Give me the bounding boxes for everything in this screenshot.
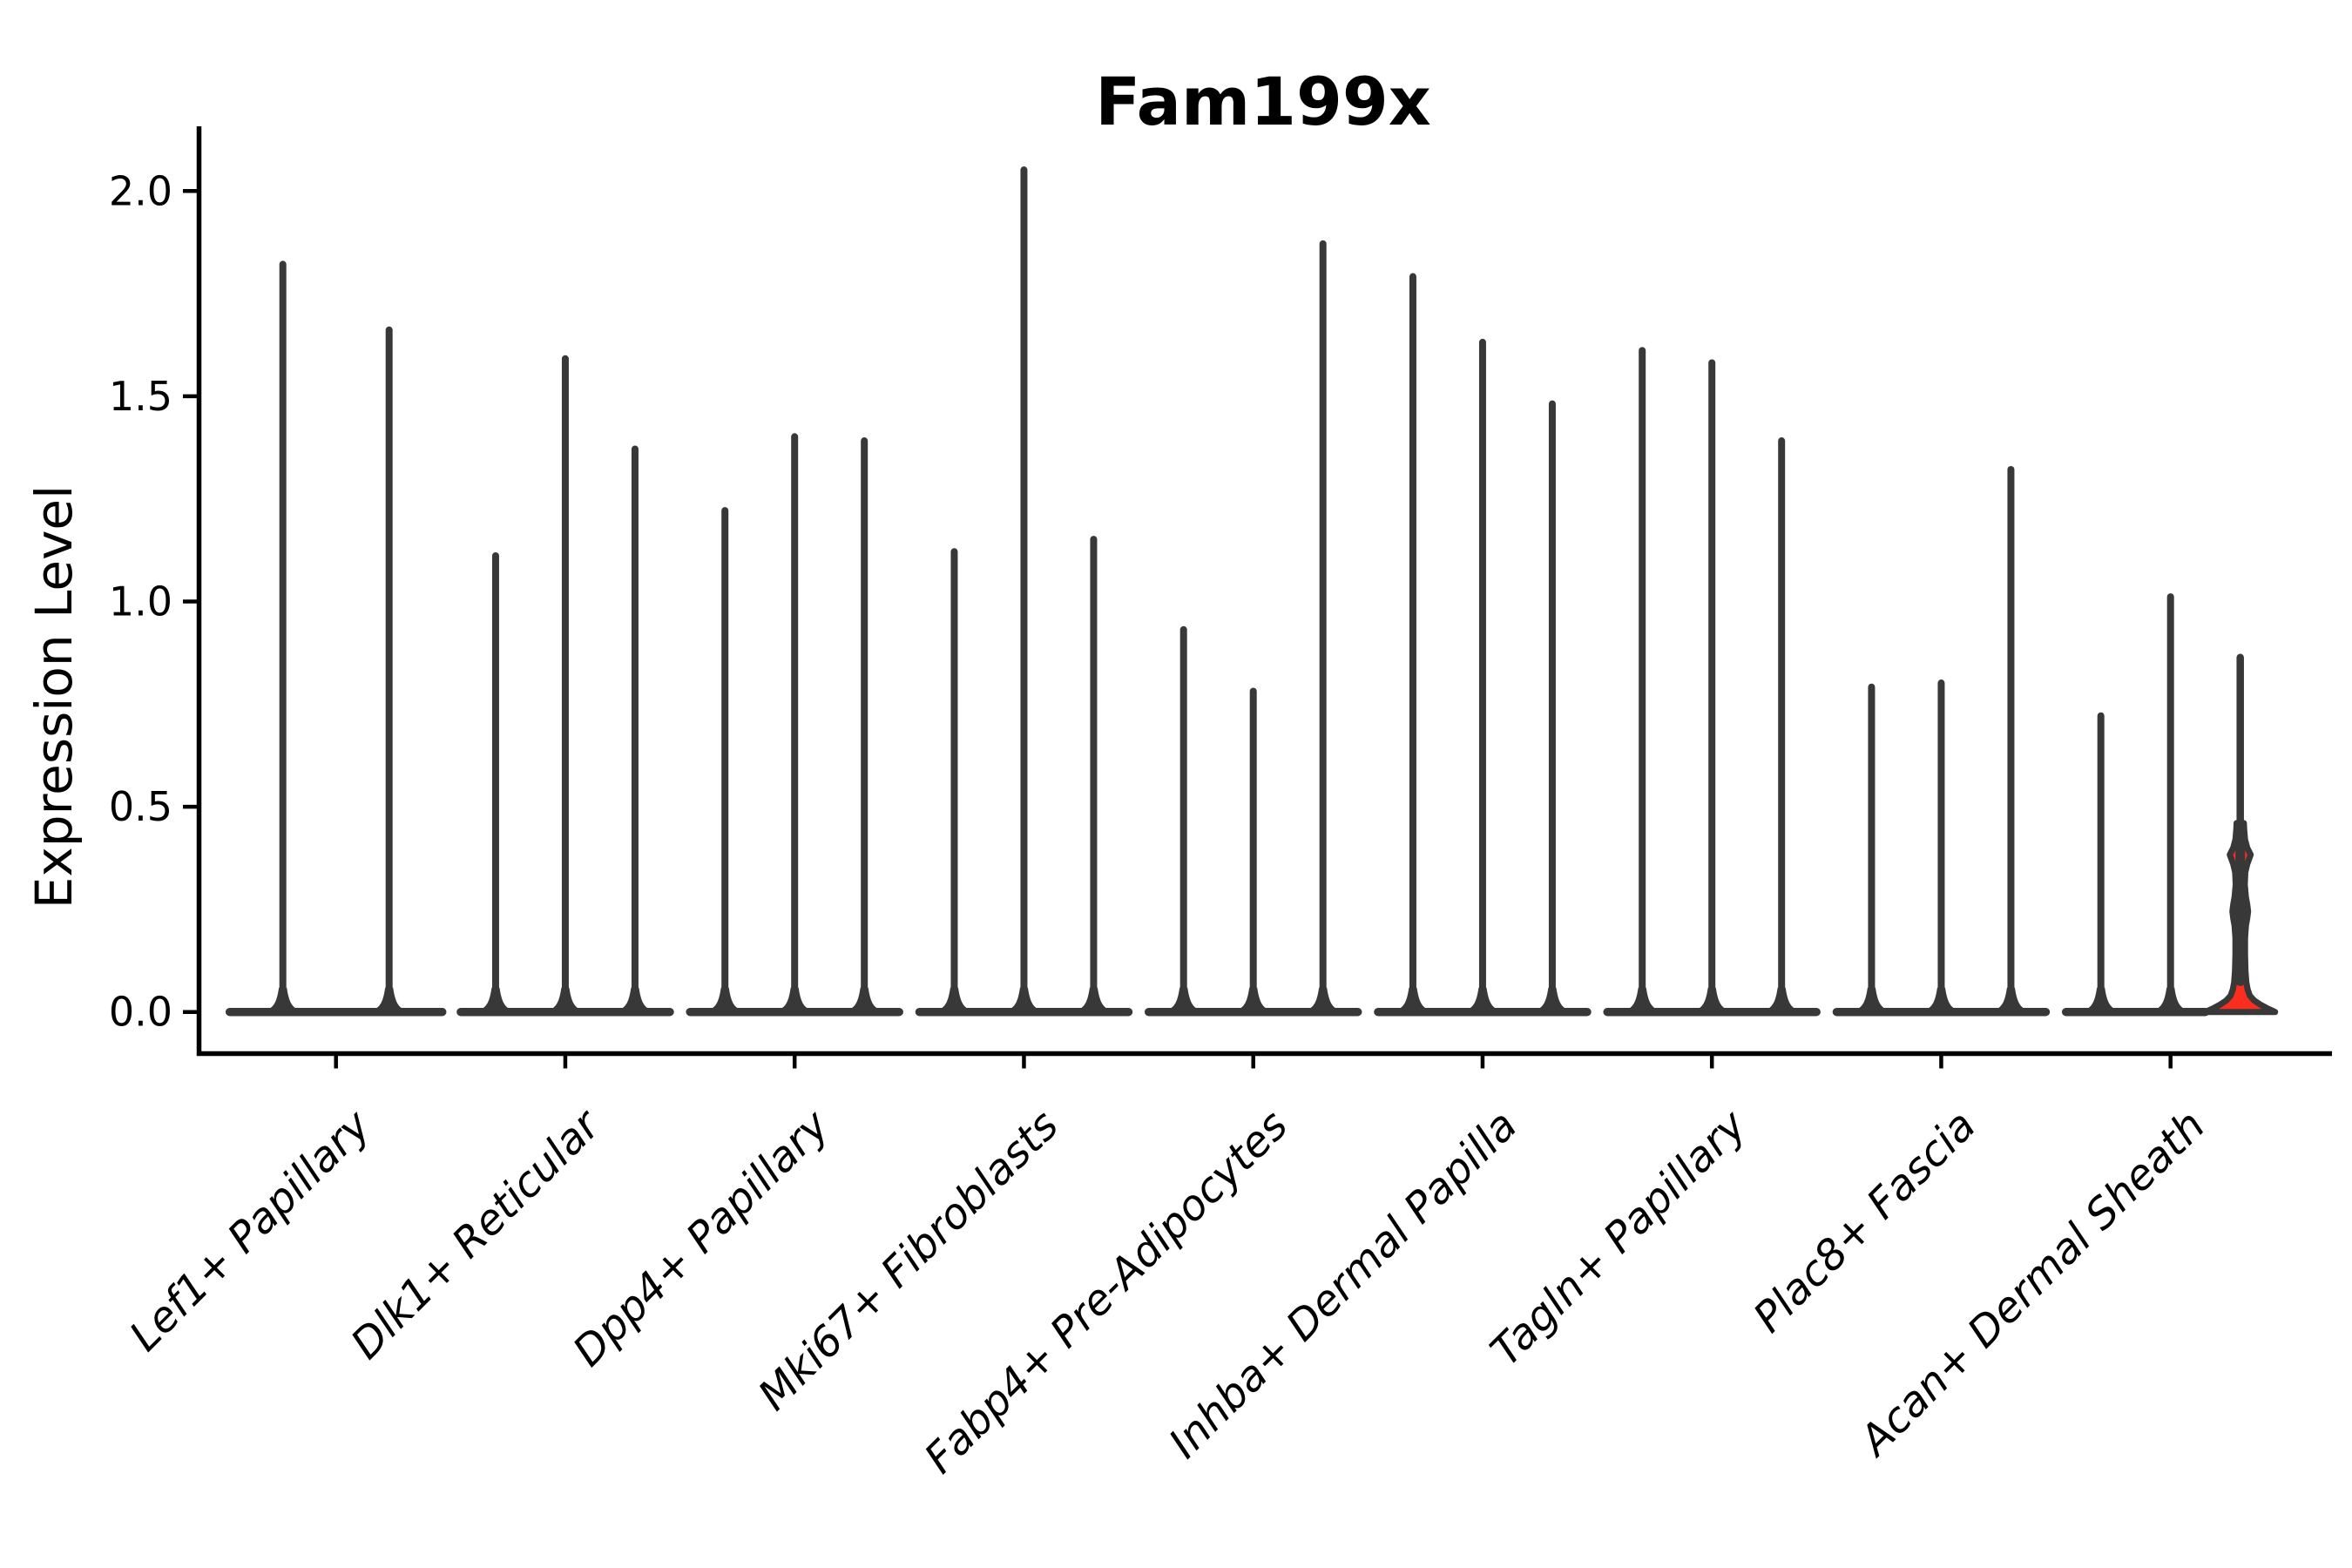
x-tick-label: Lef1+ Papillary (120, 1100, 381, 1361)
y-tick-label: 0.5 (109, 783, 172, 830)
x-tick-label: Dpp4+ Papillary (564, 1100, 839, 1375)
x-tick-label: Fabp4+ Pre-Adipocytes (916, 1101, 1298, 1484)
y-tick-label: 0.0 (109, 989, 172, 1036)
x-tick-label: Tagln+ Papillary (1481, 1100, 1756, 1375)
x-tick-label: Plac8+ Fascia (1744, 1101, 1985, 1342)
chart-title: Fam199x (1095, 63, 1431, 140)
y-tick-label: 1.5 (109, 373, 172, 420)
y-tick-label: 2.0 (109, 167, 172, 214)
x-tick-label: Dlk1+ Reticular (341, 1099, 612, 1369)
y-tick-label: 1.0 (109, 578, 172, 625)
